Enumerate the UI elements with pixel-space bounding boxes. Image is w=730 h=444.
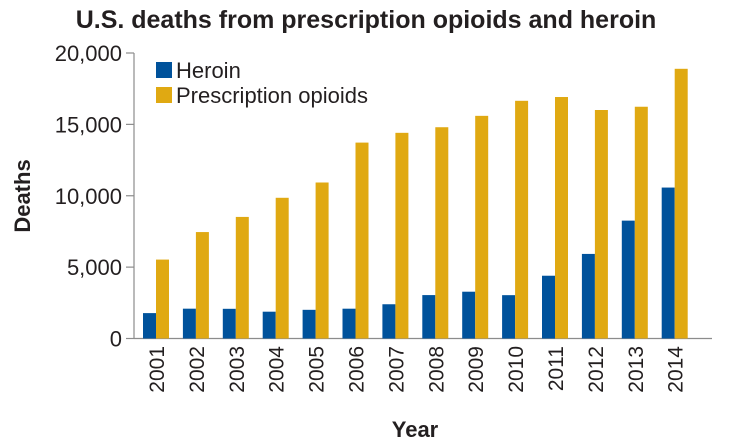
- y-tick-label: 15,000: [55, 112, 122, 137]
- bar-prescription-opioids-2001: [156, 259, 169, 339]
- x-tick-label: 2012: [585, 346, 608, 393]
- bar-prescription-opioids-2002: [195, 232, 209, 339]
- y-tick-label: 20,000: [55, 41, 122, 66]
- x-tick-label: 2003: [226, 346, 249, 393]
- bar-heroin-2004: [262, 311, 276, 339]
- bar-prescription-opioids-2010: [515, 100, 529, 339]
- x-axis-label: Year: [392, 417, 439, 442]
- bar-heroin-2009: [462, 291, 476, 339]
- bar-prescription-opioids-2014: [674, 68, 688, 339]
- bar-heroin-2006: [342, 308, 356, 339]
- legend-swatch-1: [156, 87, 172, 103]
- bar-prescription-opioids-2011: [555, 97, 568, 339]
- bar-heroin-2012: [581, 253, 595, 339]
- x-tick-label: 2006: [346, 346, 369, 393]
- bar-prescription-opioids-2012: [594, 110, 608, 339]
- bar-prescription-opioids-2005: [315, 182, 329, 339]
- bar-prescription-opioids-2004: [275, 197, 289, 339]
- bar-heroin-2007: [382, 304, 396, 339]
- bar-prescription-opioids-2009: [475, 115, 489, 339]
- chart-title: U.S. deaths from prescription opioids an…: [76, 6, 657, 34]
- x-tick-label: 2014: [665, 346, 688, 393]
- bar-prescription-opioids-2003: [235, 216, 249, 339]
- bar-heroin-2014: [661, 187, 675, 339]
- bar-prescription-opioids-2013: [634, 106, 648, 339]
- legend-swatch-0: [156, 62, 172, 78]
- bar-heroin-2002: [182, 308, 196, 339]
- bar-heroin-2001: [143, 313, 156, 339]
- bar-prescription-opioids-2008: [435, 127, 449, 339]
- x-tick-label: 2002: [186, 346, 209, 393]
- x-tick-label: 2009: [465, 346, 488, 393]
- x-tick-label: 2008: [425, 346, 448, 393]
- y-tick-label: 0: [110, 327, 122, 352]
- bar-heroin-2008: [422, 295, 436, 339]
- x-tick-label: 2001: [146, 346, 169, 393]
- x-tick-label: 2013: [625, 346, 648, 393]
- y-tick-label: 10,000: [55, 184, 122, 209]
- x-tick-label: 2005: [306, 346, 329, 393]
- bar-heroin-2003: [222, 308, 236, 339]
- y-tick-label: 5,000: [67, 255, 122, 280]
- x-tick-label: 2011: [545, 346, 568, 391]
- bar-heroin-2013: [621, 220, 635, 339]
- bar-prescription-opioids-2006: [355, 142, 369, 339]
- bar-heroin-2011: [542, 275, 555, 339]
- x-tick-label: 2010: [505, 346, 528, 393]
- x-tick-label: 2007: [385, 346, 408, 393]
- x-tick-label: 2004: [266, 346, 289, 393]
- bar-heroin-2010: [502, 295, 516, 339]
- legend-label: Prescription opioids: [176, 83, 368, 108]
- legend-label: Heroin: [176, 58, 241, 83]
- y-axis-label: Deaths: [10, 159, 35, 232]
- bar-heroin-2005: [302, 309, 316, 339]
- bar-prescription-opioids-2007: [395, 132, 409, 339]
